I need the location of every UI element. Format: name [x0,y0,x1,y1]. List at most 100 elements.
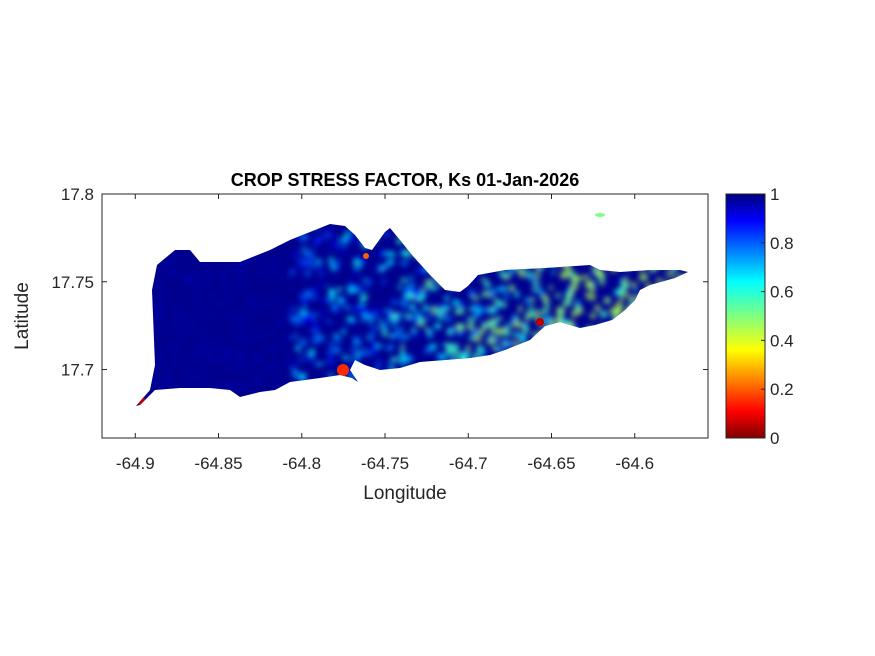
colorbar [725,193,766,439]
heatmap-cell [633,287,638,292]
heatmap-cell [458,302,464,309]
heatmap-cell [481,307,488,313]
heatmap-cell [156,328,159,332]
heatmap-cell [473,336,482,342]
colorbar-tick-label: 0.8 [770,234,794,253]
heatmap-cell [227,387,230,391]
heatmap-cell [227,349,230,353]
heatmap-cell [225,314,228,318]
heatmap-cell [210,355,213,359]
heatmap-cell [234,317,237,321]
heatmap-cell [316,236,324,240]
heatmap-cell [365,310,371,316]
heatmap-cell [303,316,311,324]
heatmap-cell [303,372,306,376]
heatmap-cell [404,286,413,294]
x-tick-label: -64.7 [449,454,488,473]
heatmap-cell [290,268,295,274]
heatmap-cell [159,358,162,362]
heatmap-cell [503,293,509,299]
heatmap-cell [382,232,390,237]
heatmap-cell [452,299,459,306]
heatmap-cell [286,337,289,341]
heatmap-cell [239,358,242,362]
heatmap-cell [370,326,377,334]
heatmap-cell [171,345,174,349]
heatmap-cell [376,265,382,272]
heatmap-cell [395,312,403,318]
heatmap-cell [391,357,398,363]
heatmap-cell [341,296,345,302]
heatmap-cell [571,311,577,317]
heatmap-cell [215,356,218,360]
heatmap-cell [417,320,425,327]
heatmap-cell [343,300,347,306]
heatmap-cell [400,344,405,351]
heatmap-cell [539,310,545,315]
heatmap-cell [527,310,535,318]
heatmap-cell [316,264,323,269]
heatmap-cell [509,268,513,275]
heatmap-cell [225,359,228,363]
heatmap-cell [352,306,360,311]
heatmap-cell [492,338,500,342]
heatmap-cell [493,288,502,292]
heatmap-cell [160,294,163,298]
heatmap-cell [244,308,247,312]
heatmap-cell [206,267,209,271]
heatmap-cell [398,284,402,290]
heatmap-cell [432,307,437,314]
heatmap-cell [207,313,210,317]
heatmap-cell [301,263,307,269]
heatmap-cell [555,293,561,298]
heatmap-cell [389,334,395,339]
heatmap-cell [425,279,433,287]
heatmap-cell [495,298,500,304]
heatmap-cell [514,317,520,321]
heatmap-cell [241,265,244,269]
heatmap-cell [388,259,394,265]
heatmap-cell [216,341,219,345]
heatmap-cell [257,334,260,338]
heatmap-cell [163,385,166,389]
heatmap-cell [557,312,564,318]
heatmap-cell [326,320,332,324]
heatmap-cell [400,261,408,266]
heatmap-cell [470,330,479,335]
heatmap-cell [321,309,325,316]
heatmap-cell [488,323,495,329]
heatmap-cell [263,327,266,331]
stress-hotspot [363,253,369,259]
heatmap-cell [329,260,334,268]
heatmap-cell [379,325,384,330]
heatmap-cell [274,299,277,303]
heatmap-cell [410,303,415,311]
heatmap-cell [298,322,301,326]
colorbar-tick-label: 0.2 [770,380,794,399]
heatmap-cell [365,335,374,340]
heatmap-cell [341,237,348,243]
heatmap-cell [235,337,238,341]
heatmap-cell [482,291,490,298]
heatmap-cell [567,287,573,293]
heatmap-cell [297,335,305,341]
heatmap-cell [360,294,368,301]
heatmap-cell [434,305,441,309]
x-tick-label: -64.75 [361,454,409,473]
heatmap-cell [565,292,573,298]
heatmap-cell [291,306,295,313]
heatmap-cell [518,305,522,313]
heatmap-cell [623,277,629,281]
heatmap-cell [329,342,334,349]
heatmap-cell [310,288,319,293]
heatmap-cell [467,323,475,330]
heatmap-cell [225,387,228,391]
heatmap-cell [532,332,539,337]
heatmap-cell [361,257,367,264]
heatmap-cell [407,316,414,321]
heatmap-cell [362,278,368,283]
heatmap-cell [184,323,187,327]
heatmap-cell [600,311,608,316]
heatmap-cell [425,327,429,332]
heatmap-cell [307,253,312,259]
